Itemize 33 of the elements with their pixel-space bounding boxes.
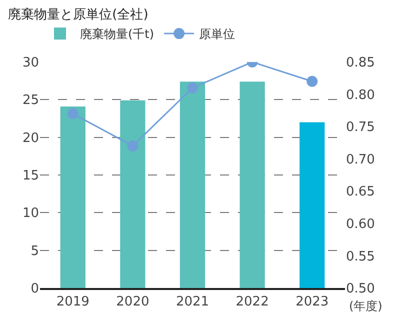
y2-tick-label: 0.70 bbox=[346, 152, 375, 168]
x-axis-title: (年度) bbox=[349, 299, 382, 313]
chart-title: 廃棄物量と原単位(全社) bbox=[8, 6, 148, 23]
bar bbox=[300, 122, 325, 288]
y2-tick-label: 0.75 bbox=[346, 120, 375, 136]
y-tick-label: 15 bbox=[22, 168, 39, 184]
x-tick-label: 2019 bbox=[56, 294, 90, 310]
point bbox=[187, 82, 198, 94]
y-tick-label: 0 bbox=[30, 282, 39, 297]
y-tick-label: 30 bbox=[22, 56, 39, 71]
point bbox=[67, 108, 78, 120]
y-tick-label: 25 bbox=[22, 93, 39, 108]
legend-label: 廃棄物量(千t) bbox=[80, 27, 154, 42]
y-tick-label: 10 bbox=[22, 206, 39, 222]
bar bbox=[60, 106, 86, 288]
y-tick-label: 5 bbox=[30, 244, 39, 259]
y2-tick-label: 0.55 bbox=[346, 249, 375, 264]
x-tick-label: 2021 bbox=[176, 294, 210, 310]
bar bbox=[180, 82, 206, 288]
point bbox=[127, 140, 138, 152]
y2-tick-label: 0.60 bbox=[346, 216, 375, 232]
bar bbox=[240, 82, 265, 288]
y2-tick-label: 0.65 bbox=[346, 184, 375, 200]
bar bbox=[120, 100, 146, 288]
legend-label: 原単位 bbox=[199, 27, 236, 42]
x-tick-label: 2020 bbox=[116, 294, 150, 310]
y2-tick-label: 0.85 bbox=[346, 56, 375, 71]
point bbox=[306, 76, 318, 87]
x-tick-label: 2022 bbox=[236, 294, 269, 310]
y2-tick-label: 0.80 bbox=[346, 88, 375, 103]
y2-tick-label: 0.50 bbox=[346, 282, 375, 297]
x-tick-label: 2023 bbox=[296, 294, 329, 310]
y-tick-label: 20 bbox=[22, 130, 39, 146]
